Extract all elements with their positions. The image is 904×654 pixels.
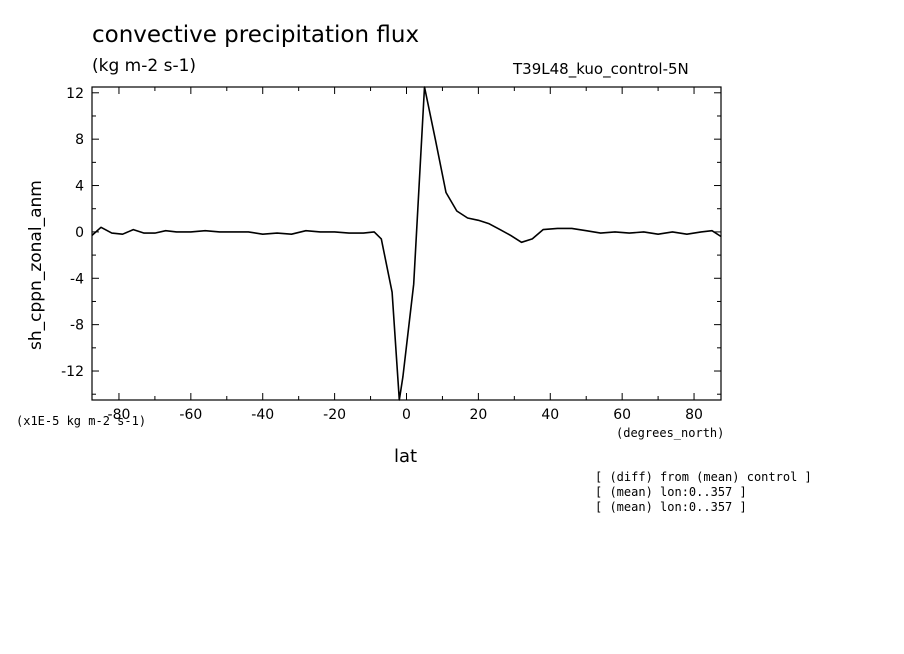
plot-frame <box>91 86 722 401</box>
x-tick-label: 40 <box>541 407 559 423</box>
annotation-line: [ (mean) lon:0..357 ] <box>595 500 747 514</box>
x-tick-label: -40 <box>251 407 274 423</box>
chart-title: convective precipitation flux <box>92 22 420 48</box>
y-tick-label: 12 <box>66 86 84 102</box>
x-tick-label: -20 <box>323 407 346 423</box>
x-tick-label: 80 <box>685 407 703 423</box>
y-tick-label: 4 <box>75 179 84 195</box>
x-tick-label: -60 <box>179 407 202 423</box>
y-tick-label: 0 <box>75 225 84 241</box>
x-axis-units: (degrees_north) <box>616 426 725 440</box>
chart-units: (kg m-2 s-1) <box>92 56 197 76</box>
x-tick-label: 20 <box>469 407 487 423</box>
x-tick-label: 0 <box>402 407 411 423</box>
experiment-label: T39L48_kuo_control-5N <box>513 60 689 78</box>
x-tick-label: -80 <box>108 407 131 423</box>
annotation-line: [ (diff) from (mean) control ] <box>595 470 812 484</box>
annotation-line: [ (mean) lon:0..357 ] <box>595 485 747 499</box>
y-tick-label: -4 <box>70 271 84 287</box>
x-axis-label: lat <box>394 446 418 467</box>
series-line <box>91 86 722 401</box>
x-tick-label: 60 <box>613 407 631 423</box>
y-tick-label: -12 <box>61 364 84 380</box>
y-tick-label: -8 <box>70 318 84 334</box>
annotation-block: [ (diff) from (mean) control ] [ (mean) … <box>595 470 812 515</box>
y-scale-note: (x1E-5 kg m-2 s-1) <box>16 414 147 428</box>
y-tick-label: 8 <box>75 132 84 148</box>
